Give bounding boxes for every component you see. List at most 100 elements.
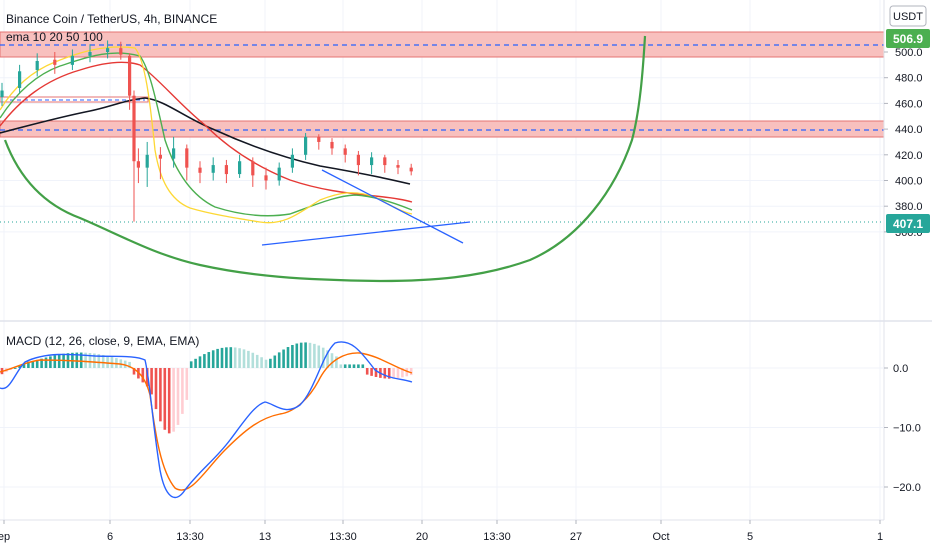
candle bbox=[128, 53, 132, 110]
candle bbox=[251, 157, 255, 187]
price-tick-label: 380.0 bbox=[895, 201, 923, 213]
time-tick-label: 1 bbox=[877, 531, 883, 543]
candle-body bbox=[70, 55, 74, 65]
price-badge-upper-label: 506.9 bbox=[893, 32, 923, 46]
candle bbox=[383, 154, 387, 173]
macd-histogram-bar bbox=[53, 355, 57, 368]
time-tick-label: 13:30 bbox=[176, 531, 204, 543]
trend-lines bbox=[261, 169, 471, 246]
price-badge-upper-bg bbox=[886, 29, 930, 48]
macd-histogram-bar bbox=[348, 364, 351, 368]
macd-histogram-bar bbox=[110, 356, 114, 368]
candle bbox=[35, 53, 39, 77]
macd-histogram-bar bbox=[370, 368, 373, 376]
macd-histogram-bar bbox=[40, 358, 43, 368]
candle bbox=[136, 148, 140, 184]
currency-button-bg[interactable] bbox=[889, 5, 927, 27]
price-tick-label: 500.0 bbox=[895, 47, 923, 59]
ema-indicator-label[interactable]: ema 10 20 50 100 bbox=[6, 30, 103, 44]
macd-histogram-bar bbox=[352, 364, 356, 368]
candle bbox=[224, 159, 228, 184]
price-tick-label: 400.0 bbox=[895, 176, 923, 188]
macd-histogram-bar bbox=[128, 361, 131, 368]
candle bbox=[18, 64, 22, 94]
cup-pattern-line bbox=[3, 35, 647, 283]
macd-histogram-bar bbox=[75, 352, 79, 368]
macd-histogram-bar bbox=[277, 352, 281, 368]
candle-body bbox=[224, 165, 228, 175]
candle bbox=[70, 49, 74, 70]
macd-histogram-bar bbox=[229, 347, 233, 368]
currency-button-label[interactable]: USDT bbox=[893, 11, 923, 23]
candle-body bbox=[136, 161, 140, 168]
ema-lines bbox=[0, 46, 413, 224]
macd-axis-ticks: 0.0 −10.0 −20.0 bbox=[884, 363, 921, 494]
price-tick-label: 420.0 bbox=[895, 150, 923, 162]
macd-histogram-bar bbox=[251, 352, 255, 368]
candle bbox=[145, 141, 149, 187]
macd-histogram-bar bbox=[317, 345, 321, 368]
macd-histogram-bar bbox=[93, 353, 96, 368]
candle bbox=[0, 82, 4, 106]
macd-histogram-bar bbox=[84, 352, 87, 368]
candle-body bbox=[132, 95, 136, 162]
macd-histogram-bar bbox=[167, 368, 171, 434]
candle bbox=[409, 163, 413, 176]
candle-body bbox=[370, 157, 374, 166]
macd-histogram-bar bbox=[225, 347, 228, 368]
candle bbox=[198, 161, 202, 184]
macd-histogram-bar bbox=[247, 350, 250, 368]
ema-20-line bbox=[0, 52, 413, 217]
candle-body bbox=[330, 141, 334, 149]
price-tick-label: 480.0 bbox=[895, 73, 923, 85]
macd-histogram-bar bbox=[163, 368, 167, 430]
macd-histogram-bar bbox=[255, 354, 259, 368]
macd-histogram-bar bbox=[27, 361, 30, 368]
macd-histogram-bar bbox=[150, 368, 153, 395]
macd-histogram-bar bbox=[172, 368, 175, 432]
macd-indicator-label[interactable]: MACD (12, 26, close, 9, EMA, EMA) bbox=[6, 334, 199, 348]
macd-histogram-bar bbox=[299, 342, 303, 368]
candle-body bbox=[238, 161, 242, 175]
macd-histogram-bar bbox=[401, 368, 404, 378]
macd-histogram-bar bbox=[339, 364, 343, 368]
price-badge-current-bg bbox=[886, 214, 930, 233]
macd-histogram-bar bbox=[269, 358, 272, 368]
candle-body bbox=[211, 165, 215, 173]
candle bbox=[211, 157, 215, 181]
candle bbox=[343, 144, 347, 163]
macd-histogram-bar bbox=[154, 368, 158, 410]
macd-histogram-bar bbox=[321, 347, 325, 368]
macd-histogram-bar bbox=[295, 343, 299, 368]
candle-body bbox=[317, 136, 321, 142]
vertical-gridlines bbox=[3, 0, 881, 520]
candle-body bbox=[119, 48, 123, 55]
macd-tick-label: −10.0 bbox=[893, 423, 921, 435]
macd-histogram-bar bbox=[308, 342, 312, 368]
macd-histogram-bar bbox=[123, 360, 127, 368]
macd-histogram-bar bbox=[343, 364, 347, 368]
macd-histogram-bar bbox=[330, 353, 334, 368]
macd-histogram-bar bbox=[141, 368, 145, 383]
time-tick-label: 20 bbox=[416, 531, 428, 543]
macd-histogram-bar bbox=[181, 368, 184, 414]
macd-histogram-bar bbox=[396, 368, 400, 379]
candle bbox=[88, 44, 92, 63]
macd-histogram-bar bbox=[88, 352, 92, 368]
macd-histogram-bar bbox=[207, 352, 211, 368]
candle bbox=[172, 136, 176, 168]
candle-body bbox=[128, 55, 132, 96]
currency-button[interactable]: USDT bbox=[889, 5, 927, 27]
macd-histogram-bar bbox=[22, 363, 26, 368]
macd-histogram-bar bbox=[357, 364, 360, 368]
macd-histogram-bar bbox=[238, 348, 241, 368]
time-axis-ticks: ep 6 13:30 13 13:30 20 13:30 27 Oct 5 1 bbox=[0, 520, 883, 543]
candle-body bbox=[277, 167, 281, 181]
macd-histogram-bar bbox=[361, 364, 365, 368]
macd-histogram-bar bbox=[392, 368, 395, 379]
macd-histogram-bar bbox=[189, 361, 193, 368]
candle-body bbox=[409, 167, 413, 172]
macd-histogram-bar bbox=[374, 368, 378, 377]
